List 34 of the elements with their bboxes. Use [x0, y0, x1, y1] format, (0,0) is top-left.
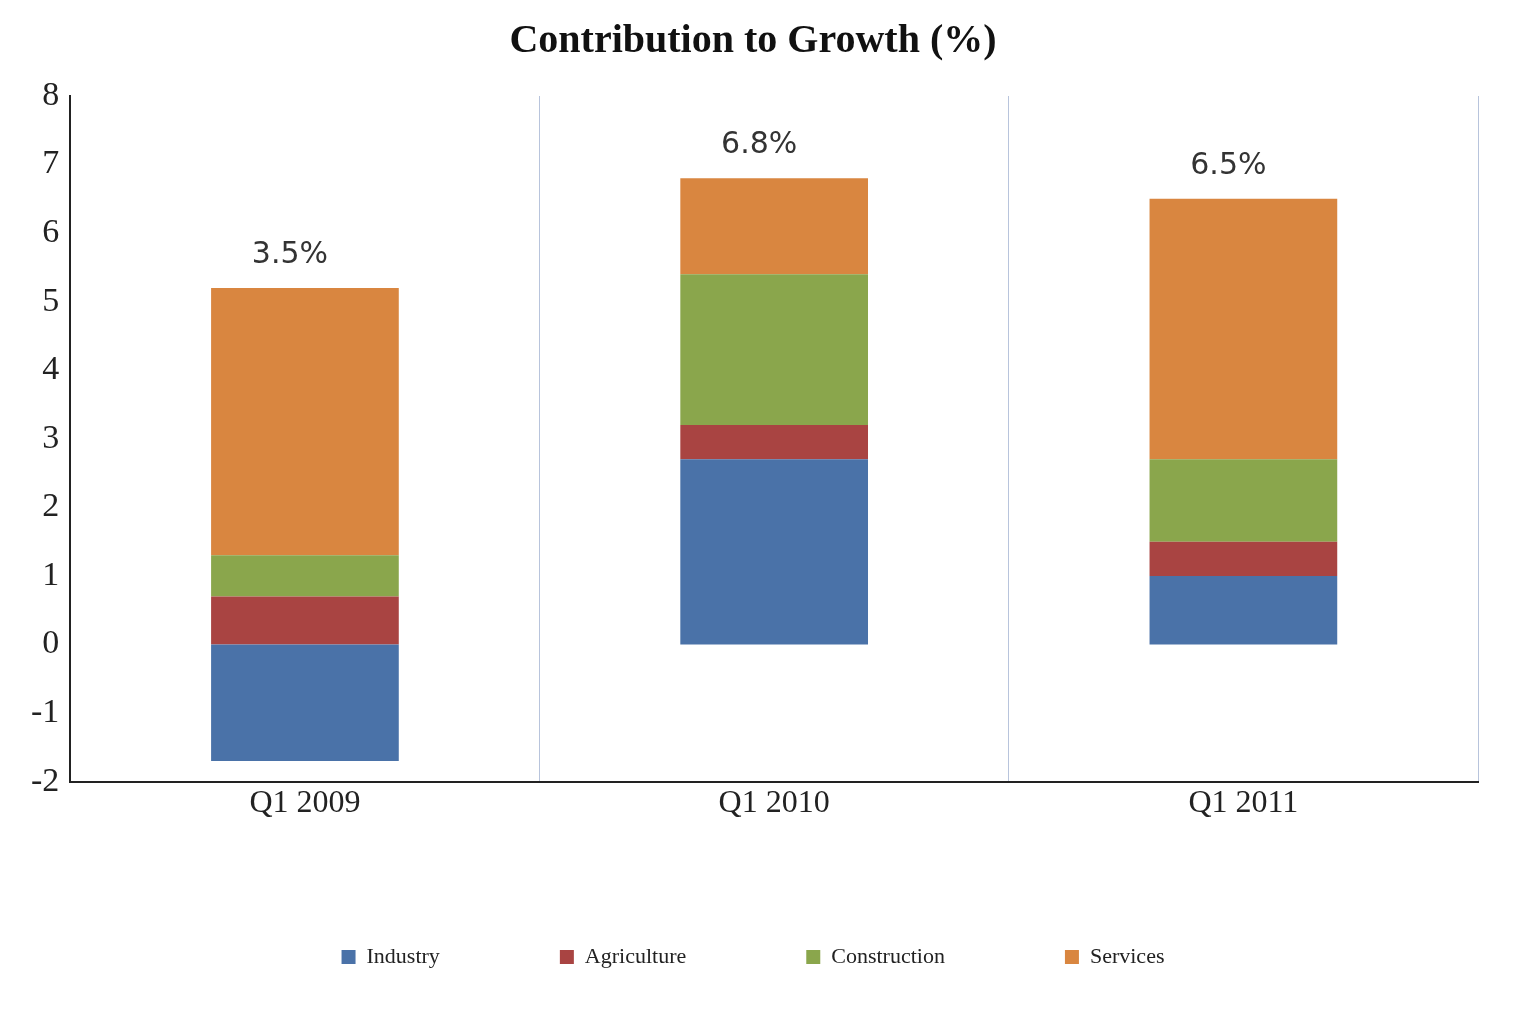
bar — [1149, 459, 1338, 542]
y-tick-label: 4 — [42, 349, 60, 387]
total-label: 6.8% — [721, 125, 798, 161]
bar — [211, 555, 399, 597]
y-tick-label: 5 — [42, 280, 60, 318]
bar — [211, 287, 399, 556]
bar — [1149, 198, 1338, 460]
y-tick-label: -1 — [30, 691, 60, 729]
y-tick-label: -2 — [30, 760, 60, 798]
bar — [680, 425, 869, 460]
y-tick-label: 6 — [42, 212, 60, 250]
total-label: 3.5% — [251, 234, 329, 270]
x-tick-label: Q1 2010 — [718, 783, 830, 820]
legend-label: Construction — [831, 942, 945, 968]
y-tick-label: 7 — [42, 143, 60, 181]
y-tick-label: 0 — [42, 623, 60, 661]
total-label: 6.5% — [1190, 145, 1267, 181]
x-tick-label: Q1 2011 — [1188, 783, 1299, 820]
bar — [680, 178, 869, 275]
bar — [211, 596, 399, 645]
legend-label: Services — [1089, 942, 1165, 968]
bar — [680, 274, 869, 426]
y-tick-label: 8 — [42, 74, 60, 112]
bar — [680, 459, 869, 645]
chart-title: Contribution to Growth (%) — [509, 16, 997, 62]
bar — [1149, 541, 1338, 576]
bar — [1149, 575, 1338, 645]
legend-label: Agriculture — [584, 942, 687, 968]
y-tick-label: 2 — [42, 486, 60, 524]
y-tick-label: 3 — [42, 417, 60, 455]
legend-label: Industry — [366, 942, 440, 968]
y-tick-label: 1 — [42, 554, 60, 592]
x-tick-label: Q1 2009 — [249, 783, 361, 820]
bar — [211, 644, 399, 762]
